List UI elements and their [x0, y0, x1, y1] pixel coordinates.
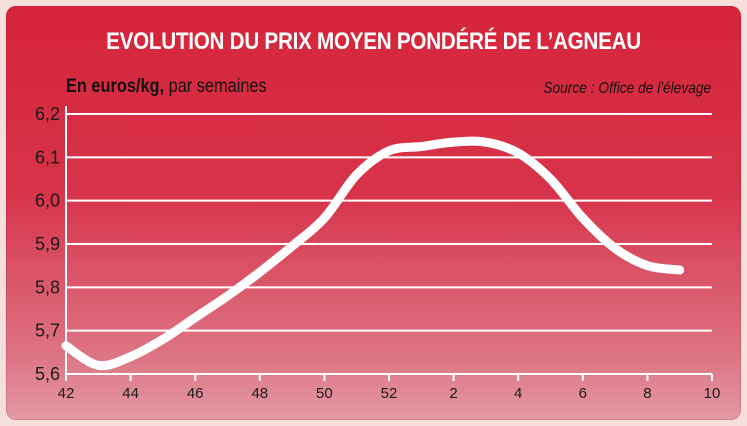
x-tick-label: 48: [251, 385, 268, 402]
x-tick-label: 44: [122, 385, 139, 402]
data-point: [356, 174, 358, 176]
data-point: [323, 217, 325, 219]
x-tick-label: 4: [514, 385, 522, 402]
data-point: [582, 217, 584, 219]
y-tick-label: 6,1: [35, 147, 60, 167]
series-group: [61, 136, 685, 371]
x-tick-label: 42: [58, 385, 75, 402]
y-tick-label: 5,9: [35, 234, 60, 254]
x-tick-label: 6: [579, 385, 587, 402]
x-tick-label: 50: [316, 385, 333, 402]
data-point: [388, 150, 390, 152]
x-tick-label: 10: [704, 385, 721, 402]
data-point: [130, 356, 132, 358]
y-tick-label: 5,8: [35, 277, 60, 297]
data-point: [646, 265, 648, 267]
data-point: [162, 338, 164, 340]
chart-source: Source : Office de l'élevage: [543, 80, 711, 97]
data-point: [97, 364, 99, 366]
data-point: [517, 152, 519, 154]
x-tick-label: 2: [449, 385, 457, 402]
data-point: [259, 271, 261, 273]
data-point: [227, 295, 228, 297]
y-tick-label: 5,6: [35, 364, 60, 384]
gridlines: [66, 113, 712, 332]
data-point: [420, 146, 422, 147]
subtitle-unit: En euros/kg,: [66, 76, 165, 97]
data-point: [550, 178, 551, 180]
data-point: [65, 345, 67, 347]
data-point: [485, 141, 487, 143]
data-point: [194, 317, 196, 319]
y-axis-ticks: 5,6 5,7 5,8 5,9 6,0 6,1 6,2: [35, 104, 60, 384]
x-tick-label: 52: [381, 385, 398, 402]
series-line: [61, 136, 685, 371]
chart-subtitle: En euros/kg, par semaines: [66, 76, 267, 98]
data-point: [291, 245, 293, 247]
x-axis-ticks: 42 44 46 48 50 52 2 4 6 8 10: [58, 374, 721, 402]
data-point: [679, 269, 681, 271]
data-point: [453, 141, 455, 143]
y-tick-label: 6,0: [35, 191, 60, 211]
chart-title: EVOLUTION DU PRIX MOYEN PONDÉRÉ DE L’AGN…: [106, 28, 641, 55]
subtitle-period: par semaines: [164, 76, 267, 97]
chart-panel: [6, 6, 741, 420]
data-point: [614, 247, 616, 249]
x-tick-label: 46: [187, 385, 204, 402]
y-tick-label: 5,7: [35, 321, 60, 341]
x-tick-label: 8: [643, 385, 651, 402]
y-tick-label: 6,2: [35, 104, 60, 124]
